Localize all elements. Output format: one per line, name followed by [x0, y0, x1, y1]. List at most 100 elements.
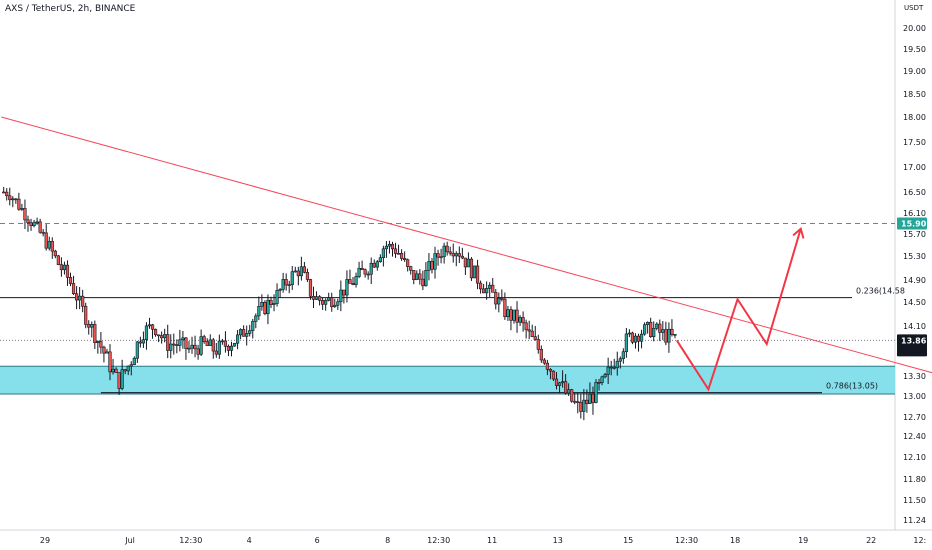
candle-body	[81, 295, 85, 307]
candle-body	[324, 300, 328, 305]
time-tick-label: 18	[730, 536, 740, 545]
candle-body	[132, 357, 136, 365]
candle-body	[363, 269, 367, 275]
price-tick-label: 13.30	[903, 372, 926, 381]
candle-body	[172, 343, 176, 346]
candle-body	[573, 400, 577, 403]
candle-body	[630, 332, 635, 343]
time-tick-label: 13	[553, 536, 563, 545]
candle-body	[102, 346, 106, 354]
candle-body	[670, 328, 674, 335]
price-tick-label: 11.80	[903, 475, 926, 484]
candle-body	[585, 399, 589, 404]
candle-body	[278, 289, 282, 291]
candle-body	[8, 195, 12, 201]
candle-body	[235, 334, 240, 344]
candle-body	[5, 191, 9, 197]
candle-body	[138, 341, 142, 344]
candle-body	[567, 389, 571, 394]
candle-body	[524, 322, 528, 331]
candle-body	[430, 261, 434, 270]
price-tick-label: 19.50	[903, 45, 926, 54]
candle-body	[658, 323, 662, 333]
candle-body	[564, 381, 568, 394]
candle-body	[597, 382, 601, 384]
candle-body	[196, 348, 200, 355]
candle-body	[93, 324, 97, 343]
candle-body	[469, 258, 474, 279]
candle-body	[266, 299, 270, 315]
candle-body	[621, 351, 625, 360]
candle-body	[372, 262, 376, 268]
time-tick-label: 15	[623, 536, 633, 545]
price-tick-label: 12.10	[903, 453, 926, 462]
candle-body	[551, 370, 556, 380]
candle-body	[646, 321, 650, 325]
price-tick-label: 18.50	[903, 90, 926, 99]
price-tick-label: 14.90	[903, 276, 926, 285]
price-tick-label: 15.30	[903, 252, 926, 261]
target-price-badge-text: 15.90	[901, 220, 927, 229]
candle-body	[56, 255, 60, 265]
candle-body	[105, 351, 109, 354]
candle-body	[84, 305, 88, 325]
candle-body	[439, 256, 443, 259]
candle-body	[141, 339, 146, 344]
candle-body	[208, 339, 212, 346]
candle-body	[68, 277, 73, 284]
time-tick-label: 4	[247, 536, 252, 545]
candle-body	[305, 272, 310, 280]
candle-body	[87, 324, 91, 328]
price-tick-label: 18.00	[903, 113, 926, 122]
candle-body	[181, 337, 185, 341]
candle-body	[78, 295, 82, 301]
candle-body	[600, 376, 604, 383]
candle-body	[96, 341, 100, 343]
candle-body	[166, 334, 170, 351]
price-tick-label: 17.00	[903, 163, 926, 172]
price-tick-label: 13.00	[903, 392, 926, 401]
candle-body	[302, 266, 307, 273]
candle-body	[254, 315, 258, 322]
price-tick-label: 14.10	[903, 322, 926, 331]
candle-body	[482, 288, 486, 294]
candle-body	[11, 198, 15, 201]
candle-body	[26, 219, 30, 224]
candle-body	[111, 368, 115, 373]
candle-body	[135, 341, 139, 359]
candle-body	[667, 328, 671, 343]
candle-body	[336, 301, 340, 306]
candle-body	[144, 325, 149, 340]
candle-body	[220, 340, 224, 343]
price-tick-label: 14.50	[903, 298, 926, 307]
candle-body	[624, 333, 628, 353]
candle-body	[175, 344, 179, 346]
candle-body	[321, 300, 325, 305]
candle-body	[448, 251, 452, 254]
price-tick-label: 20.00	[903, 24, 926, 33]
candle-body	[378, 257, 382, 262]
time-tick-label: 12:	[913, 536, 926, 545]
candle-body	[521, 317, 525, 324]
candle-body	[226, 345, 231, 351]
candle-body	[497, 297, 501, 305]
candle-body	[260, 302, 264, 307]
candle-body	[32, 222, 36, 227]
candle-body	[287, 284, 291, 286]
time-tick-label: 12:30	[427, 536, 450, 545]
candle-body	[99, 341, 103, 348]
candle-body	[123, 369, 127, 372]
candle-body	[424, 270, 428, 287]
candle-body	[412, 269, 416, 281]
price-tick-label: 15.70	[903, 230, 926, 239]
candle-body	[445, 245, 449, 253]
candle-body	[396, 253, 401, 255]
countdown-text: 45:22	[901, 346, 924, 355]
candle-body	[591, 393, 595, 403]
fib-level-0236-label: 0.236(14.58	[856, 287, 905, 296]
candle-body	[29, 222, 33, 227]
candle-body	[515, 309, 519, 323]
candle-body	[536, 339, 540, 350]
candle-body	[527, 329, 531, 332]
